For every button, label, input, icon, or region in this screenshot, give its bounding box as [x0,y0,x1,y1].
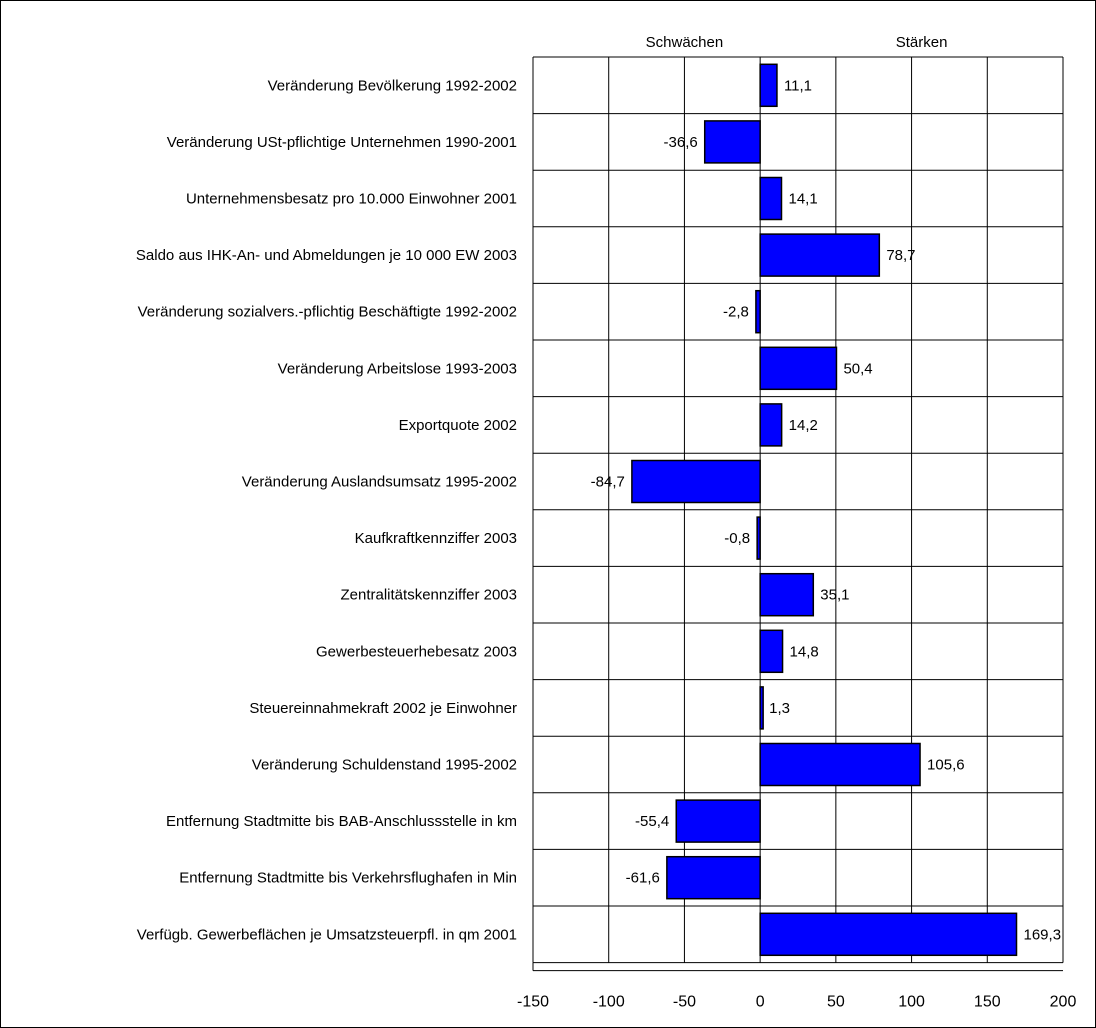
value-label: 50,4 [843,360,872,377]
category-label: Veränderung Auslandsumsatz 1995-2002 [242,474,517,491]
value-label: 1,3 [769,700,790,717]
bar [631,459,761,504]
bar [759,233,881,277]
bar [666,855,761,900]
category-label: Exportquote 2002 [399,417,517,434]
value-label: -61,6 [626,870,660,887]
bar [759,176,783,221]
tick-label: -100 [593,994,625,1011]
value-label: 105,6 [927,757,965,774]
category-label: Zentralitätskennziffer 2003 [341,587,518,604]
bar [759,686,764,730]
bar [759,742,921,787]
tick-label: 150 [974,994,1001,1011]
tick-label: 200 [1050,994,1077,1011]
value-label: -36,6 [664,134,698,151]
bar [759,346,838,391]
value-label: 14,8 [790,643,819,660]
bar [759,63,778,108]
category-label: Veränderung sozialvers.-pflichtig Beschä… [138,304,517,321]
value-label: 35,1 [820,587,849,604]
bar [759,403,783,447]
category-label: Entfernung Stadtmitte bis Verkehrsflugha… [179,870,517,887]
value-label: -84,7 [591,474,625,491]
bar [703,120,761,164]
category-label: Unternehmensbesatz pro 10.000 Einwohner … [186,191,517,208]
bar [759,572,815,617]
category-label: Entfernung Stadtmitte bis BAB-Anschlusss… [166,813,517,830]
category-label: Kaufkraftkennziffer 2003 [355,530,517,547]
value-label: -0,8 [724,530,750,547]
category-label: Veränderung USt-pflichtige Unternehmen 1… [167,134,517,151]
value-label: -55,4 [635,813,669,830]
bar [759,912,1018,957]
tick-label: 100 [898,994,925,1011]
tick-label: -50 [673,994,696,1011]
category-label: Saldo aus IHK-An- und Abmeldungen je 10 … [136,247,517,264]
value-label: 11,1 [784,77,812,94]
bar [756,516,761,560]
value-label: 169,3 [1024,926,1062,943]
category-label: Veränderung Schuldenstand 1995-2002 [252,757,517,774]
category-label: Verfügb. Gewerbeflächen je Umsatzsteuerp… [137,926,517,943]
category-label: Steuereinnahmekraft 2002 je Einwohner [249,700,517,717]
bar [755,289,761,334]
value-label: 78,7 [886,247,915,264]
category-label: Gewerbesteuerhebesatz 2003 [316,643,517,660]
header-weaknesses: Schwächen [646,34,724,51]
category-label: Veränderung Bevölkerung 1992-2002 [268,77,517,94]
bar [759,629,784,674]
bar [675,799,761,843]
header-strengths: Stärken [896,34,948,51]
value-label: -2,8 [723,304,749,321]
tick-label: 50 [827,994,845,1011]
value-label: 14,2 [789,417,818,434]
category-label: Veränderung Arbeitslose 1993-2003 [278,360,517,377]
tick-label: 0 [756,994,765,1011]
value-label: 14,1 [788,191,817,208]
tick-label: -150 [517,994,549,1011]
